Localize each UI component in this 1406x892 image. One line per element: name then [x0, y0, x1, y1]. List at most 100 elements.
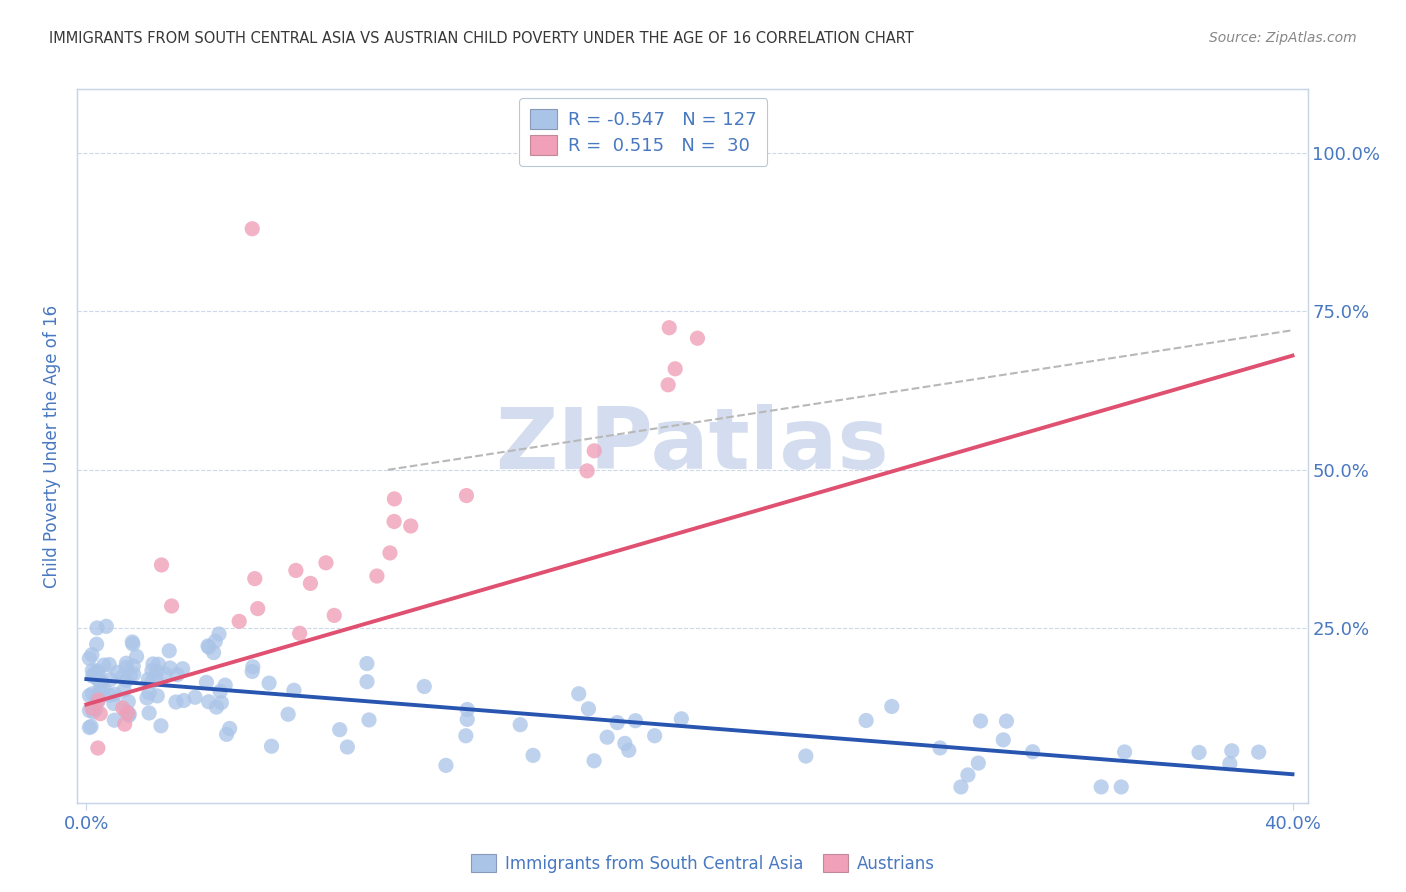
Point [242, 660, 264, 674]
Point [583, 754, 606, 768]
Point [111, 669, 134, 683]
Point [240, 221, 263, 235]
Point [115, 673, 138, 688]
Point [150, 558, 173, 572]
Point [969, 714, 991, 728]
Point [98, 657, 121, 672]
Point [356, 657, 378, 671]
Point [329, 723, 352, 737]
Point [86, 672, 108, 686]
Point [117, 706, 139, 720]
Point [89, 706, 111, 721]
Point [228, 615, 250, 629]
Point [117, 695, 139, 709]
Point [413, 680, 436, 694]
Point [456, 489, 478, 503]
Point [214, 678, 236, 692]
Text: Source: ZipAtlas.com: Source: ZipAtlas.com [1209, 31, 1357, 45]
Point [399, 519, 422, 533]
Point [141, 674, 163, 689]
Point [138, 673, 160, 687]
Point [112, 683, 135, 698]
Point [122, 659, 145, 673]
Point [378, 546, 401, 560]
Point [456, 702, 478, 716]
Point [686, 331, 709, 345]
Point [456, 712, 478, 726]
Point [1220, 744, 1243, 758]
Point [509, 717, 531, 731]
Point [107, 665, 129, 680]
Point [80, 701, 103, 715]
Point [209, 684, 232, 698]
Point [141, 664, 163, 678]
Point [277, 707, 299, 722]
Point [624, 714, 647, 728]
Point [576, 464, 599, 478]
Point [121, 637, 143, 651]
Point [671, 712, 693, 726]
Point [454, 729, 477, 743]
Point [204, 634, 226, 648]
Point [111, 701, 134, 715]
Legend: Immigrants from South Central Asia, Austrians: Immigrants from South Central Asia, Aust… [465, 847, 941, 880]
Point [323, 608, 346, 623]
Point [993, 732, 1015, 747]
Point [166, 667, 188, 681]
Point [160, 599, 183, 613]
Point [86, 664, 108, 678]
Point [84, 689, 107, 703]
Point [1021, 745, 1043, 759]
Point [115, 656, 138, 670]
Point [145, 671, 167, 685]
Point [121, 635, 143, 649]
Point [104, 687, 127, 701]
Point [617, 743, 640, 757]
Point [568, 687, 591, 701]
Point [82, 705, 104, 719]
Point [246, 601, 269, 615]
Point [205, 700, 228, 714]
Point [93, 658, 115, 673]
Legend: R = -0.547   N = 127, R =  0.515   N =  30: R = -0.547 N = 127, R = 0.515 N = 30 [519, 98, 768, 166]
Point [299, 576, 322, 591]
Point [122, 667, 145, 681]
Point [198, 640, 221, 655]
Point [382, 491, 405, 506]
Point [434, 758, 457, 772]
Text: ZIPatlas: ZIPatlas [495, 404, 890, 488]
Point [79, 651, 101, 665]
Point [613, 736, 636, 750]
Point [136, 690, 159, 705]
Point [98, 689, 121, 703]
Point [257, 676, 280, 690]
Point [1219, 756, 1241, 771]
Point [159, 661, 181, 675]
Point [1109, 780, 1132, 794]
Point [522, 748, 544, 763]
Point [84, 702, 107, 716]
Point [173, 693, 195, 707]
Point [357, 713, 380, 727]
Point [83, 666, 105, 681]
Point [138, 706, 160, 720]
Point [356, 674, 378, 689]
Point [208, 627, 231, 641]
Point [115, 660, 138, 674]
Point [80, 719, 103, 733]
Point [606, 715, 628, 730]
Point [90, 679, 112, 693]
Point [644, 729, 666, 743]
Point [118, 708, 141, 723]
Point [260, 739, 283, 754]
Point [82, 687, 104, 701]
Point [1247, 745, 1270, 759]
Point [578, 702, 600, 716]
Point [114, 717, 136, 731]
Point [956, 768, 979, 782]
Point [366, 569, 388, 583]
Point [596, 730, 619, 744]
Point [165, 695, 187, 709]
Point [114, 705, 136, 719]
Point [284, 563, 307, 577]
